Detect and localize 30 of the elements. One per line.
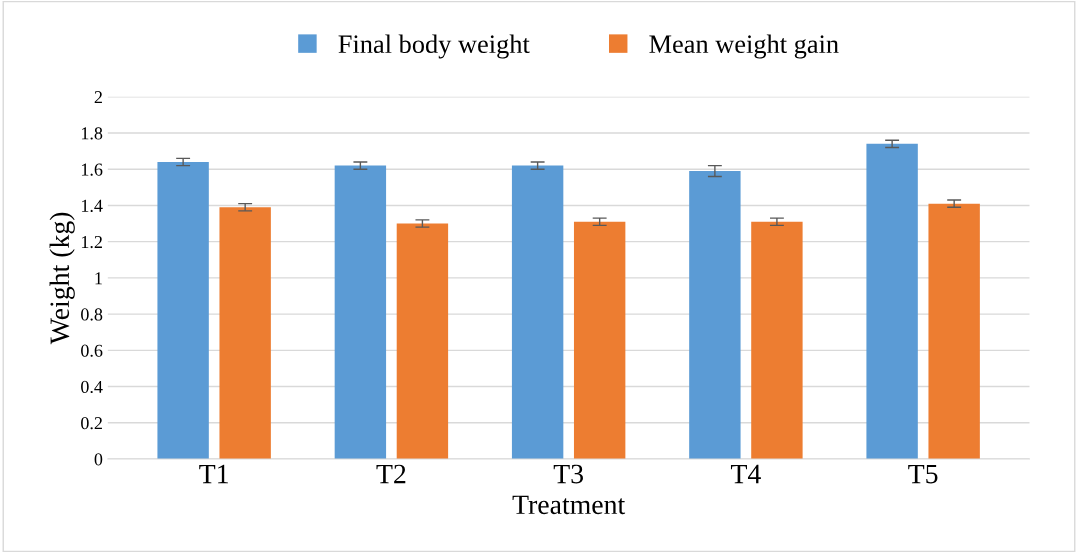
legend-label: Final body weight — [338, 34, 530, 59]
x-axis-title: Treatment — [512, 495, 626, 515]
bar — [573, 221, 626, 459]
x-tick-label: T2 — [376, 464, 406, 484]
y-tick-label: 1.8 — [81, 127, 103, 140]
y-tick-label: 1.6 — [81, 163, 103, 176]
x-tick-label: T3 — [553, 464, 583, 484]
x-tick-label: T4 — [730, 464, 761, 484]
y-tick-label: 0.6 — [81, 344, 103, 357]
bar — [396, 223, 449, 459]
bar — [157, 161, 209, 459]
y-tick-label: 1 — [95, 272, 102, 285]
bar — [866, 143, 918, 459]
y-tick-label: 0.4 — [81, 380, 103, 394]
y-tick-label: 2 — [94, 91, 102, 104]
x-tick-label: T1 — [199, 464, 228, 484]
y-tick-label: 0.8 — [81, 308, 103, 321]
bar — [219, 207, 271, 459]
bar — [689, 171, 741, 459]
bar — [511, 165, 564, 459]
x-tick-label: T5 — [908, 464, 938, 484]
y-tick-label: 0.2 — [81, 417, 102, 430]
y-tick-label: 0 — [94, 453, 103, 466]
bar — [751, 221, 803, 459]
y-tick-label: 1.4 — [81, 199, 103, 212]
y-tick-label: 1.2 — [81, 235, 102, 249]
bar — [928, 203, 980, 459]
legend-label: Mean weight gain — [649, 34, 839, 59]
bar — [334, 165, 387, 459]
y-axis-title: Weight (kg) — [49, 212, 75, 345]
